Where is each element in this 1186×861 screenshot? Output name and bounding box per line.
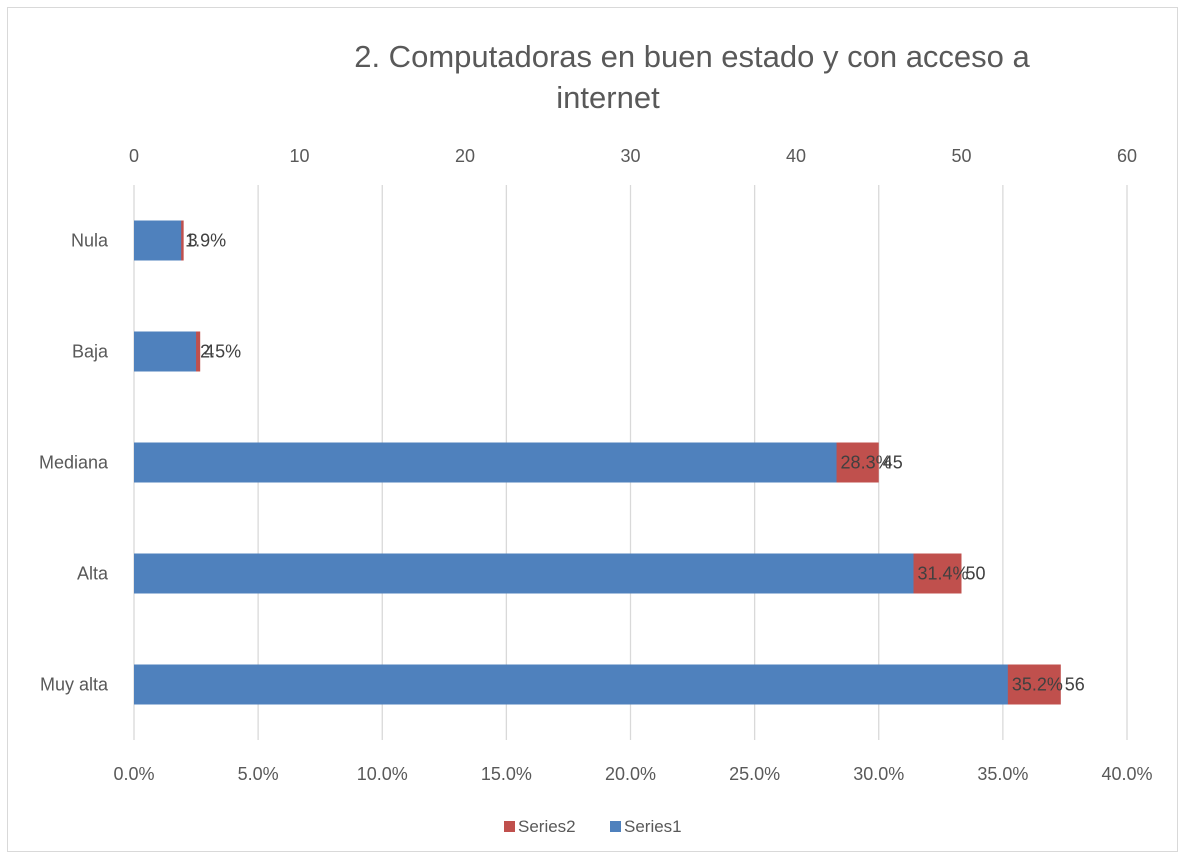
data-label-series2: 45 — [883, 453, 903, 473]
bottom-axis-tick-label: 35.0% — [977, 764, 1028, 784]
category-label: Mediana — [39, 453, 109, 473]
data-label-series1: 28.3% — [841, 453, 892, 473]
bottom-axis-tick-label: 5.0% — [238, 764, 279, 784]
top-axis-tick-label: 10 — [289, 146, 309, 166]
bar-series1 — [134, 442, 837, 483]
data-label-series2: 50 — [966, 564, 986, 584]
category-label: Alta — [77, 564, 109, 584]
chart-area — [7, 7, 1178, 852]
top-axis-tick-label: 20 — [455, 146, 475, 166]
top-axis-tick-label: 50 — [951, 146, 971, 166]
legend-label: Series1 — [624, 817, 682, 836]
legend-swatch — [610, 821, 621, 832]
bar-series1 — [134, 331, 197, 372]
category-labels: Nula Baja Mediana Alta Muy alta — [39, 231, 109, 695]
data-label-series1: 1.9% — [185, 231, 226, 251]
bar-series1 — [134, 220, 182, 261]
top-axis-tick-label: 30 — [620, 146, 640, 166]
data-label-series1: 31.4% — [918, 564, 969, 584]
bottom-axis-tick-label: 15.0% — [481, 764, 532, 784]
bottom-axis-tick-label: 20.0% — [605, 764, 656, 784]
top-axis-tick-label: 0 — [129, 146, 139, 166]
axis-ticks: 0 10 20 30 40 50 60 0.0% 5.0% 10.0% 15.0% 20.0% 25.0… — [113, 146, 1152, 784]
top-axis-tick-label: 40 — [786, 146, 806, 166]
top-axis-tick-label: 60 — [1117, 146, 1137, 166]
category-label: Nula — [71, 231, 109, 251]
bottom-axis-tick-label: 40.0% — [1101, 764, 1152, 784]
chart-title-line-2: internet — [556, 80, 660, 115]
data-label-series2: 4 — [204, 342, 214, 362]
bottom-axis-tick-label: 25.0% — [729, 764, 780, 784]
data-label-series2: 56 — [1065, 675, 1085, 695]
bottom-axis-tick-label: 30.0% — [853, 764, 904, 784]
data-label-series1: 2.5% — [200, 342, 241, 362]
legend-label: Series2 — [518, 817, 576, 836]
bars — [134, 220, 1061, 705]
legend: Series2 Series1 — [504, 817, 682, 836]
bar-series1 — [134, 664, 1008, 705]
chart-title-line-1: 2. Computadoras en buen estado y con acc… — [354, 39, 1030, 74]
category-label: Baja — [72, 342, 109, 362]
category-label: Muy alta — [40, 675, 109, 695]
bar-series1 — [134, 553, 914, 594]
data-label-series1: 35.2% — [1012, 675, 1063, 695]
legend-swatch — [504, 821, 515, 832]
bottom-axis-tick-label: 10.0% — [357, 764, 408, 784]
bottom-axis-tick-label: 0.0% — [113, 764, 154, 784]
data-label-series2: 3 — [188, 231, 198, 251]
